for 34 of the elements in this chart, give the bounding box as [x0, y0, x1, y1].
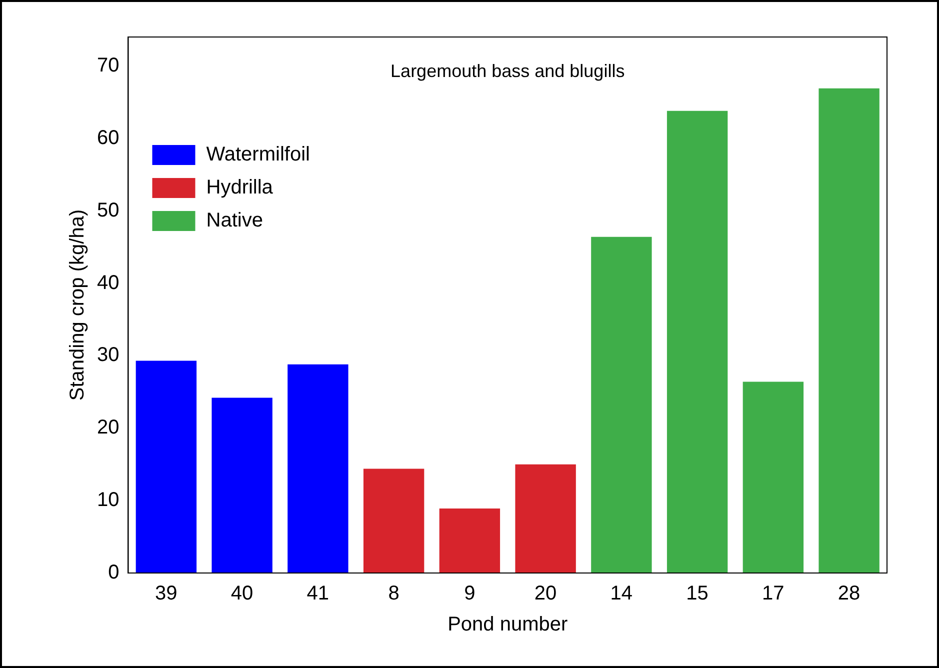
- y-tick-label: 30: [96, 344, 120, 366]
- x-tick-label: 8: [388, 582, 400, 605]
- y-tick-label: 20: [96, 416, 120, 439]
- y-tick-label: 10: [96, 489, 120, 512]
- legend-label: Watermilfoil: [206, 144, 310, 166]
- x-tick-label: 14: [610, 582, 633, 605]
- bar: [136, 360, 197, 573]
- y-tick-label: 0: [108, 562, 120, 584]
- y-axis-title: Standing crop (kg/ha): [66, 209, 89, 401]
- y-tick-label: 60: [96, 126, 120, 149]
- y-tick-label: 40: [96, 272, 120, 294]
- bar: [363, 468, 424, 573]
- bar: [591, 236, 652, 573]
- x-tick-label: 20: [534, 582, 557, 605]
- x-tick-label: 40: [230, 582, 254, 605]
- bar: [288, 364, 348, 573]
- x-axis-title: Pond number: [448, 614, 568, 636]
- x-tick-label: 17: [762, 582, 784, 605]
- x-tick-label: 39: [155, 582, 178, 605]
- y-tick-label: 50: [96, 199, 120, 222]
- y-tick-label: 70: [96, 54, 120, 76]
- legend-label: Native: [206, 210, 263, 232]
- bar: [666, 110, 728, 573]
- x-tick-label: 41: [306, 582, 330, 605]
- text: Largemouth bass and blugills: [390, 60, 625, 81]
- bar: [439, 508, 500, 573]
- x-tick-label: 15: [686, 582, 708, 605]
- x-tick-label: 9: [464, 582, 476, 605]
- legend-label: Hydrilla: [206, 176, 274, 199]
- bar: [212, 398, 272, 573]
- bar: [515, 464, 576, 573]
- x-tick-label: 28: [838, 582, 860, 605]
- bar: [742, 382, 804, 573]
- bar: [818, 88, 880, 573]
